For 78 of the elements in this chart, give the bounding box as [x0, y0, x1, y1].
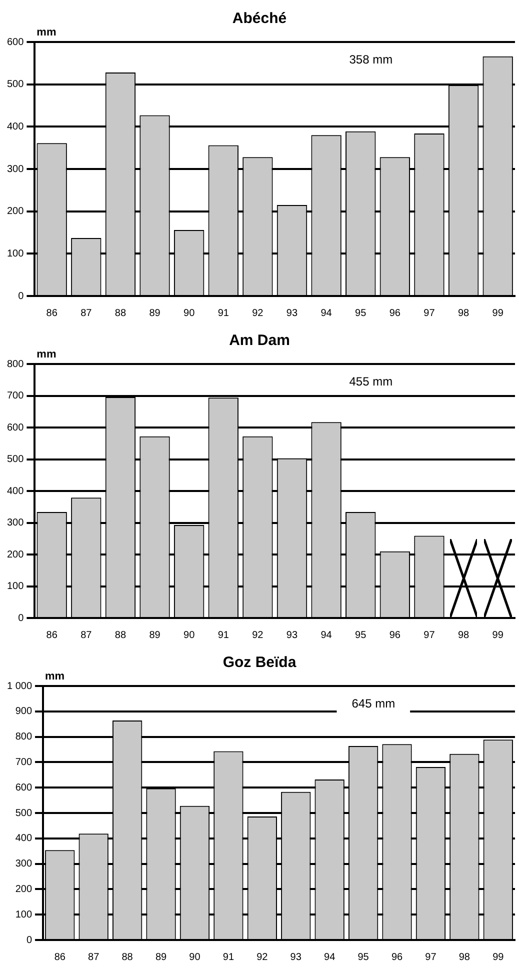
- x-tick-label: 94: [320, 630, 332, 641]
- x-tick-label: 92: [256, 952, 268, 963]
- x-tick-label: 88: [114, 308, 126, 319]
- x-tick-label: 90: [184, 308, 196, 319]
- x-tick-label: 86: [54, 952, 66, 963]
- x-tick-label: 87: [80, 630, 92, 641]
- x-tick-label: 91: [218, 308, 230, 319]
- x-tick-label: 86: [46, 630, 58, 641]
- x-tick-label: 97: [424, 630, 436, 641]
- x-tick-label: 92: [252, 630, 264, 641]
- y-tick-label: 500: [15, 808, 32, 819]
- y-tick-label: 700: [6, 390, 24, 402]
- x-tick-label: 95: [355, 308, 367, 319]
- x-tick-label: 93: [286, 630, 298, 641]
- x-tick-label: 92: [252, 308, 264, 319]
- x-tick-label: 97: [425, 952, 437, 963]
- x-tick-label: 96: [389, 630, 401, 641]
- x-tick-label: 94: [320, 308, 332, 319]
- x-tick-label: 96: [389, 308, 401, 319]
- y-tick-label: 300: [6, 518, 24, 528]
- y-tick-label: 500: [6, 79, 24, 90]
- y-tick-label: 600: [6, 36, 24, 48]
- x-tick-label: 91: [222, 952, 234, 963]
- x-tick-label: 95: [355, 630, 367, 641]
- y-tick-label: 1 000: [6, 680, 32, 692]
- x-tick-label: 93: [290, 952, 302, 963]
- x-tick-label: 97: [424, 308, 436, 319]
- x-tick-label: 87: [88, 952, 100, 963]
- chart-title: Abéché: [232, 10, 287, 28]
- annotation: 358 mm: [349, 52, 393, 66]
- y-tick-label: 200: [6, 549, 24, 560]
- y-tick-label: 200: [15, 884, 32, 895]
- x-tick-label: 86: [46, 308, 58, 319]
- x-tick-label: 87: [80, 308, 92, 319]
- x-tick-label: 88: [114, 630, 126, 641]
- y-tick-label: 500: [6, 454, 24, 465]
- y-tick-label: 400: [6, 486, 24, 497]
- x-tick-label: 93: [286, 308, 298, 319]
- y-tick-label: 100: [15, 909, 32, 920]
- y-tick-label: 600: [6, 422, 24, 434]
- y-axis-title: mm: [45, 670, 65, 683]
- x-tick-label: 89: [149, 630, 161, 641]
- y-tick-label: 800: [15, 732, 32, 743]
- x-tick-label: 89: [149, 308, 161, 319]
- y-tick-label: 400: [15, 833, 32, 844]
- chart-title: Goz Beïda: [222, 654, 297, 672]
- x-tick-label: 88: [122, 952, 134, 963]
- x-tick-label: 95: [358, 952, 370, 963]
- annotation: 645 mm: [352, 696, 396, 710]
- x-tick-label: 94: [324, 952, 336, 963]
- chart-title: Am Dam: [229, 332, 290, 350]
- y-tick-label: 800: [6, 358, 24, 370]
- y-tick-label: 300: [6, 164, 24, 175]
- y-tick-label: 0: [18, 290, 24, 302]
- y-tick-label: 100: [6, 581, 24, 592]
- x-tick-label: 89: [155, 952, 168, 963]
- x-tick-label: 91: [218, 630, 230, 641]
- y-tick-label: 100: [6, 248, 24, 260]
- y-tick-label: 700: [15, 756, 32, 768]
- x-tick-label: 98: [458, 952, 470, 963]
- x-tick-label: 90: [189, 952, 201, 963]
- x-tick-label: 99: [492, 630, 504, 641]
- x-tick-label: 99: [492, 308, 504, 319]
- x-tick-label: 99: [492, 952, 504, 963]
- y-tick-label: 0: [18, 612, 24, 624]
- x-tick-label: 90: [184, 630, 196, 641]
- x-tick-label: 96: [391, 952, 404, 963]
- y-tick-label: 0: [26, 934, 32, 946]
- y-tick-label: 400: [6, 121, 24, 132]
- x-tick-label: 98: [458, 308, 470, 319]
- y-tick-label: 900: [15, 706, 32, 718]
- y-axis-title: mm: [36, 26, 56, 39]
- y-tick-label: 200: [6, 206, 24, 218]
- x-tick-label: 98: [458, 630, 470, 641]
- y-axis-title: mm: [36, 348, 56, 361]
- y-tick-label: 300: [15, 858, 32, 870]
- annotation: 455 mm: [349, 374, 393, 388]
- y-tick-label: 600: [15, 782, 32, 794]
